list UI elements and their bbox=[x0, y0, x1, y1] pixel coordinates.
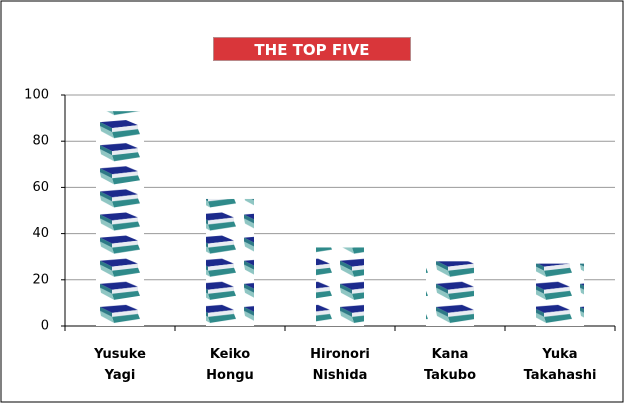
y-tick-label: 80 bbox=[32, 134, 49, 149]
chart-frame: 0 20 40 60 80 100 THE TOP FIVE READERS Yusuke… bbox=[0, 0, 625, 404]
bar bbox=[316, 247, 364, 326]
y-tick-label: 0 bbox=[41, 319, 49, 334]
bar bbox=[536, 264, 584, 326]
x-tick-label: Yusuke Yagi bbox=[80, 344, 160, 386]
bar bbox=[206, 199, 254, 326]
chart-title: THE TOP FIVE READERS bbox=[213, 37, 411, 61]
y-tick-label: 60 bbox=[32, 180, 49, 195]
x-tick-label: Hironori Nishida bbox=[300, 344, 380, 386]
bar bbox=[426, 261, 474, 326]
y-tick-label: 100 bbox=[24, 88, 49, 103]
y-tick-label: 40 bbox=[32, 226, 49, 241]
y-tick-label: 20 bbox=[32, 272, 49, 287]
x-tick-label: Yuka Takahashi bbox=[520, 344, 600, 386]
x-tick-label: Keiko Hongu bbox=[190, 344, 270, 386]
x-tick-label: Kana Takubo bbox=[410, 344, 490, 386]
bar bbox=[96, 111, 144, 326]
